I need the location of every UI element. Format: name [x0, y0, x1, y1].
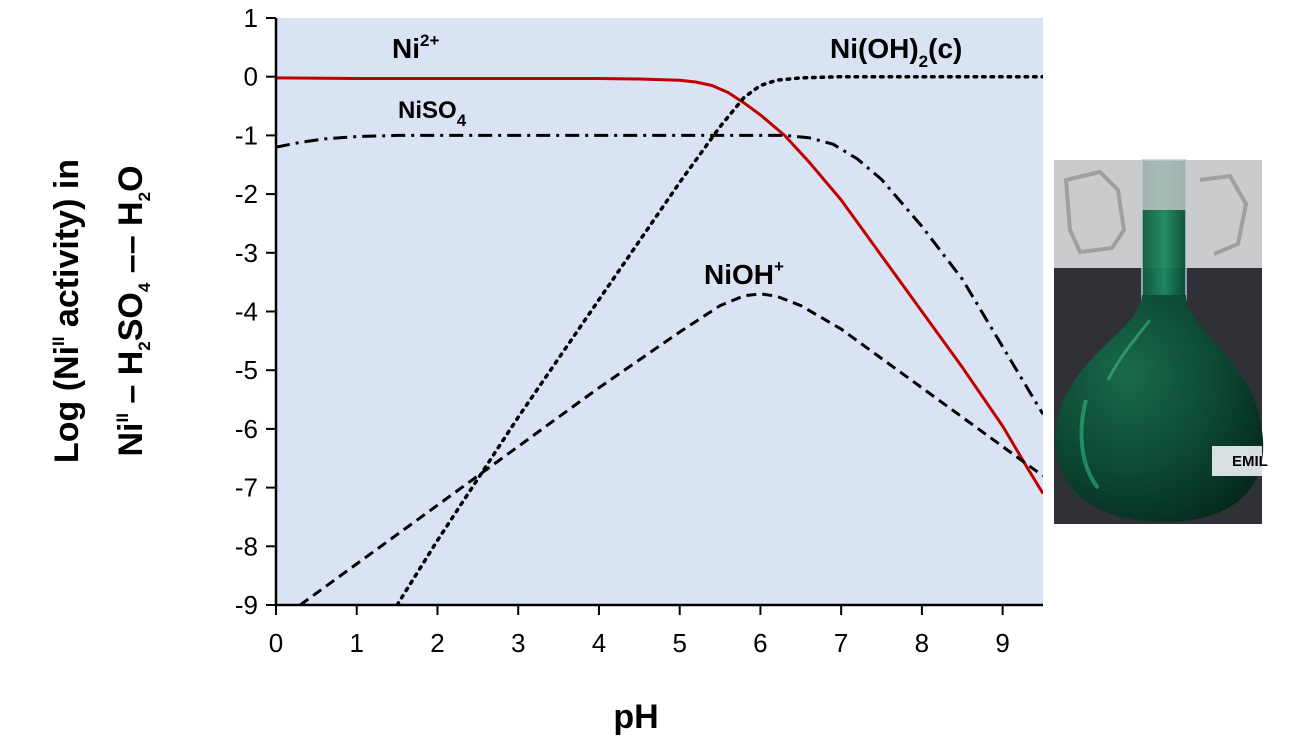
- y-tick-label: -7: [235, 473, 258, 503]
- y-tick-label: -4: [235, 297, 258, 327]
- x-axis-title: pH: [613, 698, 658, 736]
- series-line-3: [395, 74, 1043, 605]
- y-title-line2-d-sub: 2: [135, 192, 154, 201]
- series-label-niso4: NiSO4: [398, 97, 467, 130]
- series-line-0: [276, 76, 1043, 495]
- x-tick-label: 0: [269, 628, 283, 658]
- flask-brand-label: EMIL: [1232, 453, 1268, 470]
- y-tick-label: -3: [235, 238, 258, 268]
- y-title-line2-e: O: [112, 165, 150, 191]
- y-tick-label: 0: [244, 62, 258, 92]
- x-tick-label: 8: [915, 628, 929, 658]
- x-tick-label: 2: [430, 628, 444, 658]
- y-title-line2-a: Ni: [112, 423, 150, 457]
- y-tick-label: -8: [235, 531, 258, 561]
- x-tick-label: 4: [592, 628, 606, 658]
- y-title-line2-c: SO: [112, 292, 150, 341]
- flask-bulb: [1055, 295, 1264, 522]
- x-tick-label: 5: [672, 628, 686, 658]
- y-title-line2-b: – H: [112, 351, 150, 413]
- y-title-line2-d: –– H: [112, 201, 150, 282]
- y-axis-title-line2: NiII – H2SO4 –– H2O: [112, 165, 154, 456]
- y-title-line1-a: Log (Ni: [48, 346, 86, 463]
- series-label-nioh-plus: NiOH+: [704, 257, 784, 290]
- y-tick-label: -6: [235, 414, 258, 444]
- y-tick-label: -2: [235, 179, 258, 209]
- x-tick-label: 3: [511, 628, 525, 658]
- y-title-line1-sup: II: [49, 337, 68, 346]
- svg-text:NiII – H2SO4 –– H2O: NiII – H2SO4 –– H2O: [112, 165, 154, 456]
- y-title-line2-b-sub: 2: [135, 341, 154, 350]
- y-title-line2-c-sub: 4: [135, 282, 154, 292]
- series-label-ni2plus: Ni2+: [392, 31, 439, 64]
- x-tick-label: 9: [995, 628, 1009, 658]
- y-tick-label: -5: [235, 355, 258, 385]
- series-line-2: [299, 292, 1043, 605]
- y-tick-label: 1: [244, 3, 258, 33]
- x-tick-label: 7: [834, 628, 848, 658]
- y-axis-title: Log (NiII activity) in: [48, 159, 86, 463]
- svg-text:Log (NiII activity) in: Log (NiII activity) in: [48, 159, 86, 463]
- y-tick-label: -9: [235, 590, 258, 620]
- volumetric-flask-photo: EMIL: [1054, 159, 1268, 524]
- series-label-nioh2c: Ni(OH)2(c): [830, 33, 962, 71]
- y-title-line1-end: activity) in: [48, 159, 86, 337]
- y-tick-label: -1: [235, 120, 258, 150]
- plot-area: [276, 18, 1043, 605]
- series-line-1: [276, 133, 1043, 415]
- x-tick-label: 1: [350, 628, 364, 658]
- x-tick-label: 6: [753, 628, 767, 658]
- y-title-line2-a-sup: II: [113, 413, 132, 422]
- flask-brand-label-bg: [1212, 446, 1262, 476]
